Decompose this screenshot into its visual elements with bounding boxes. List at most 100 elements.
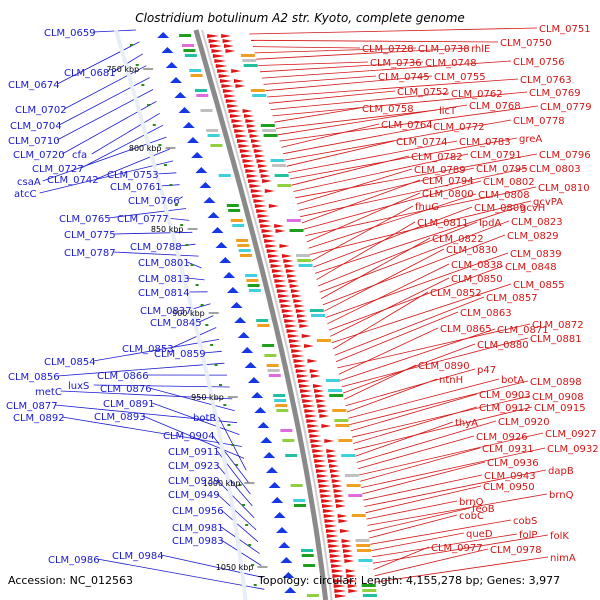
right-gene-label: CLM_0915 xyxy=(534,403,586,414)
right-leader-line xyxy=(275,109,438,129)
right-gene-label: CLM_0795 xyxy=(476,164,528,175)
gc-mark xyxy=(130,44,133,46)
left-gene-label: CLM_0892 xyxy=(13,413,65,424)
cog-band xyxy=(289,229,304,232)
right-gene-label: CLM_0810 xyxy=(538,183,590,194)
right-gene-label: CLM_0943 xyxy=(484,471,536,482)
right-gene-label: folP xyxy=(519,530,537,541)
left-gene-label: CLM_0923 xyxy=(168,461,220,472)
reverse-gene-mark xyxy=(231,119,244,123)
reverse-gene-mark xyxy=(342,544,353,548)
cog-band xyxy=(267,369,280,372)
reverse-gene-mark xyxy=(347,579,358,583)
reverse-gene-mark xyxy=(319,489,332,493)
reverse-gene-mark xyxy=(227,104,240,108)
right-leader-line xyxy=(314,206,519,274)
reverse-gene-mark xyxy=(260,224,273,228)
reverse-gene-mark xyxy=(289,284,300,288)
left-gene-label: CLM_0742 xyxy=(47,175,99,186)
left-leader-line xyxy=(97,558,265,590)
right-gene-label: CLM_0931 xyxy=(482,444,534,455)
reverse-gene-mark xyxy=(309,369,320,373)
right-leader-line xyxy=(338,327,439,375)
right-leader-line xyxy=(288,140,458,173)
reverse-gene-mark xyxy=(234,79,245,83)
reverse-gene-mark xyxy=(282,314,295,318)
gc-mark xyxy=(248,544,252,546)
forward-gene-mark xyxy=(165,62,178,68)
cog-band xyxy=(362,589,377,592)
forward-gene-mark xyxy=(215,242,228,248)
reverse-gene-mark xyxy=(294,364,307,368)
reverse-gene-mark xyxy=(327,539,340,543)
cog-band xyxy=(243,64,258,67)
gc-mark xyxy=(235,464,238,466)
right-leader-line xyxy=(371,532,465,551)
right-gene-label: cobC xyxy=(459,511,484,522)
reverse-gene-mark xyxy=(326,529,339,533)
cog-band xyxy=(273,394,286,397)
right-gene-label: CLM_0936 xyxy=(487,458,539,469)
reverse-gene-mark xyxy=(346,574,357,578)
reverse-gene-mark xyxy=(260,174,271,178)
forward-gene-mark xyxy=(280,557,293,563)
forward-gene-mark xyxy=(182,122,195,128)
right-leader-line xyxy=(313,206,473,268)
reverse-gene-mark xyxy=(268,204,279,208)
left-leader-line xyxy=(156,172,177,175)
reverse-gene-mark xyxy=(326,534,339,538)
right-gene-label: brnQ xyxy=(459,497,484,508)
reverse-gene-mark xyxy=(235,84,246,88)
right-gene-label: CLM_0800 xyxy=(422,189,474,200)
right-leader-line xyxy=(363,474,483,501)
forward-gene-mark xyxy=(268,482,281,488)
right-leader-line xyxy=(289,137,518,180)
right-leader-line xyxy=(274,107,361,123)
cog-band xyxy=(236,239,249,242)
left-gene-label: CLM_0911 xyxy=(168,447,220,458)
right-gene-label: CLM_0822 xyxy=(432,234,484,245)
forward-gene-mark xyxy=(234,317,247,323)
reverse-gene-mark xyxy=(248,179,261,183)
cog-band xyxy=(358,559,373,562)
reverse-gene-mark xyxy=(282,254,293,258)
gc-mark xyxy=(210,344,214,346)
right-gene-label: CLM_0823 xyxy=(511,217,563,228)
cog-band xyxy=(277,184,292,187)
reverse-gene-mark xyxy=(273,274,286,278)
right-gene-label: botA xyxy=(501,375,524,386)
left-leader-line xyxy=(216,464,253,507)
right-gene-label: CLM_0890 xyxy=(418,361,470,372)
cog-band xyxy=(228,209,241,212)
right-gene-label: CLM_0829 xyxy=(507,231,559,242)
left-gene-label: CLM_0904 xyxy=(163,431,215,442)
reverse-gene-mark xyxy=(288,339,301,343)
right-leader-line xyxy=(362,461,486,495)
right-gene-label: dapB xyxy=(548,466,574,477)
reverse-gene-mark xyxy=(338,519,349,523)
cog-band xyxy=(266,364,279,367)
left-gene-label: CLM_0659 xyxy=(44,28,96,39)
reverse-gene-mark xyxy=(332,574,345,578)
reverse-gene-mark xyxy=(264,189,275,193)
right-leader-line xyxy=(249,27,538,35)
cog-band xyxy=(344,474,359,477)
reverse-gene-mark xyxy=(255,154,266,158)
tick-label: 900 kbp xyxy=(172,309,205,318)
reverse-gene-mark xyxy=(250,189,263,193)
reverse-gene-mark xyxy=(296,374,309,378)
right-leader-line xyxy=(298,167,475,211)
right-leader-line xyxy=(265,75,433,92)
reverse-gene-mark xyxy=(329,554,342,558)
right-leader-line xyxy=(357,435,475,470)
reverse-gene-mark xyxy=(257,164,268,168)
right-leader-line xyxy=(267,78,519,98)
right-leader-line xyxy=(369,514,458,539)
right-leader-line xyxy=(308,193,477,249)
reverse-gene-mark xyxy=(256,159,267,163)
right-gene-label: licT xyxy=(439,106,457,117)
cog-band xyxy=(276,409,289,412)
reverse-gene-mark xyxy=(329,464,340,468)
right-gene-label: CLM_0768 xyxy=(469,101,521,112)
left-leader-line xyxy=(60,390,233,400)
